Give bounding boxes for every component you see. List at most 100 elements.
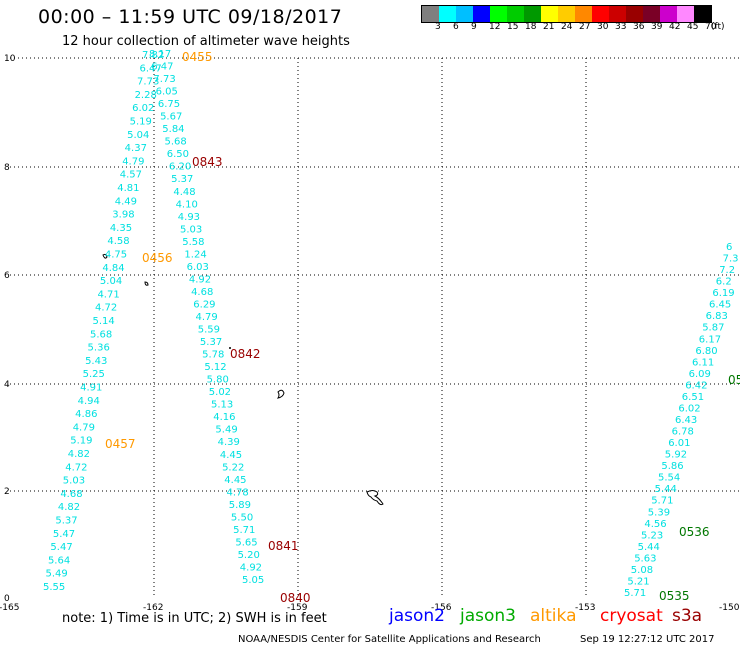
legend-swatch [592,6,609,22]
swh-value: 4.72 [65,462,87,473]
swh-value: 4.68 [60,489,82,500]
swh-value: 5.04 [100,276,122,287]
swh-value: 7.3 [723,254,739,265]
swh-value: 6.17 [699,334,721,345]
swh-value: 5.49 [215,425,237,436]
pass-time-label: 0841 [268,539,299,553]
axis-labels: -165 -162 -159 -156 -153 -150 0 2 4 6 8 10 [0,54,740,613]
swh-value: 6.05 [156,87,178,98]
color-legend-ticks: 3 6 9 12 15 18 21 24 27 30 33 36 39 42 45 70 (ft) [421,22,740,36]
swh-value: 6 [726,242,732,253]
legend-tick: 6 [453,22,459,32]
legend-swatch [694,6,711,22]
legend-swatch [643,6,660,22]
swh-value: 5.36 [88,343,110,354]
legend-swatch [575,6,592,22]
y-tick-label: 6 [4,271,10,281]
swh-value: 6.03 [187,262,209,273]
swh-value: 5.22 [222,462,244,473]
swh-value: 4.39 [218,437,240,448]
island-dot [229,347,231,349]
swh-value: 2.28 [135,90,157,101]
swh-value: 5.71 [233,525,255,536]
legend-swatch [439,6,456,22]
swh-value: 4.16 [213,412,235,423]
swh-value: 5.39 [648,507,670,518]
sat-cryosat: cryosat [600,606,663,626]
swh-value: 4.78 [227,487,249,498]
swh-value: 6.78 [672,427,694,438]
swh-value: 7.73 [137,77,159,88]
swh-value: 5.37 [171,174,193,185]
y-tick-label: 2 [4,487,10,497]
swh-value: 5.47 [53,529,75,540]
swh-value: 5.71 [651,496,673,507]
credits: NOAA/NESDIS Center for Satellite Applica… [238,634,541,645]
legend-swatch [473,6,490,22]
legend-tick: (ft) [711,22,725,32]
swh-value: 5.65 [235,537,257,548]
swh-value: 6.2 [716,277,732,288]
pass-time-label: 0842 [230,347,261,361]
swh-value: 5.64 [48,555,70,566]
swh-value: 6.51 [682,392,704,403]
pass-time-label: 05 [728,373,740,387]
swh-value: 5.89 [229,500,251,511]
x-tick-label: -153 [575,603,595,613]
swh-value: 4.72 [95,303,117,314]
swh-value: 6.20 [169,162,191,173]
legend-tick: 70 [705,22,717,32]
swh-value: 1.24 [184,249,206,260]
swh-value: 5.19 [130,117,152,128]
swh-value: 5.68 [90,329,112,340]
swh-value: 4.82 [58,502,80,513]
legend-swatch [456,6,473,22]
legend-tick: 45 [687,22,699,32]
page-subtitle: 12 hour collection of altimeter wave hei… [62,34,350,49]
swh-value: 7.2 [719,265,735,276]
legend-swatch [609,6,626,22]
swh-value: 5.78 [202,350,224,361]
swh-value: 5.20 [238,550,260,561]
swh-value: 6.45 [709,300,731,311]
swh-value: 6.29 [193,299,215,310]
swh-value: 6.47 [151,62,173,73]
swh-value: 5.84 [162,124,184,135]
swh-value: 4.37 [125,143,147,154]
swh-value: 4.58 [107,236,129,247]
sat-s3a: s3a [672,606,703,626]
swh-value: 4.56 [644,519,666,530]
swh-value: 5.86 [661,461,683,472]
swh-value: 4.48 [173,187,195,198]
timestamp: Sep 19 12:27:12 UTC 2017 [580,634,715,645]
x-tick-label: -165 [0,603,19,613]
grid [10,57,740,598]
swh-value: 4.79 [122,156,144,167]
swh-value: 4.45 [220,450,242,461]
swh-value: 8.17 [149,49,171,60]
swh-value: 4.57 [120,170,142,181]
y-tick-label: 4 [4,380,10,390]
swh-value: 4.79 [73,422,95,433]
swh-value: 4.45 [224,475,246,486]
legend-tick: 12 [489,22,501,32]
swh-value: 5.63 [634,553,656,564]
swh-value: 4.91 [80,383,102,394]
swh-value: 5.02 [209,387,231,398]
pass-time-label: 0536 [679,525,710,539]
pass-time-label: 0456 [142,251,173,265]
x-tick-label: -150 [719,603,740,613]
swh-value: 5.04 [127,130,149,141]
swh-value: 4.10 [176,199,198,210]
swh-value: 4.93 [178,212,200,223]
swh-value: 4.86 [75,409,97,420]
time-labels: 0455 0843 0456 0842 0457 0841 0840 0536 0535 05 [105,50,740,605]
island-shape [102,253,108,259]
legend-swatch [524,6,541,22]
swh-value: 5.67 [160,112,182,123]
swh-value: 6.80 [695,346,717,357]
swh-value: 5.49 [45,569,67,580]
swh-value: 5.44 [655,484,677,495]
pass-time-label: 0457 [105,437,136,451]
